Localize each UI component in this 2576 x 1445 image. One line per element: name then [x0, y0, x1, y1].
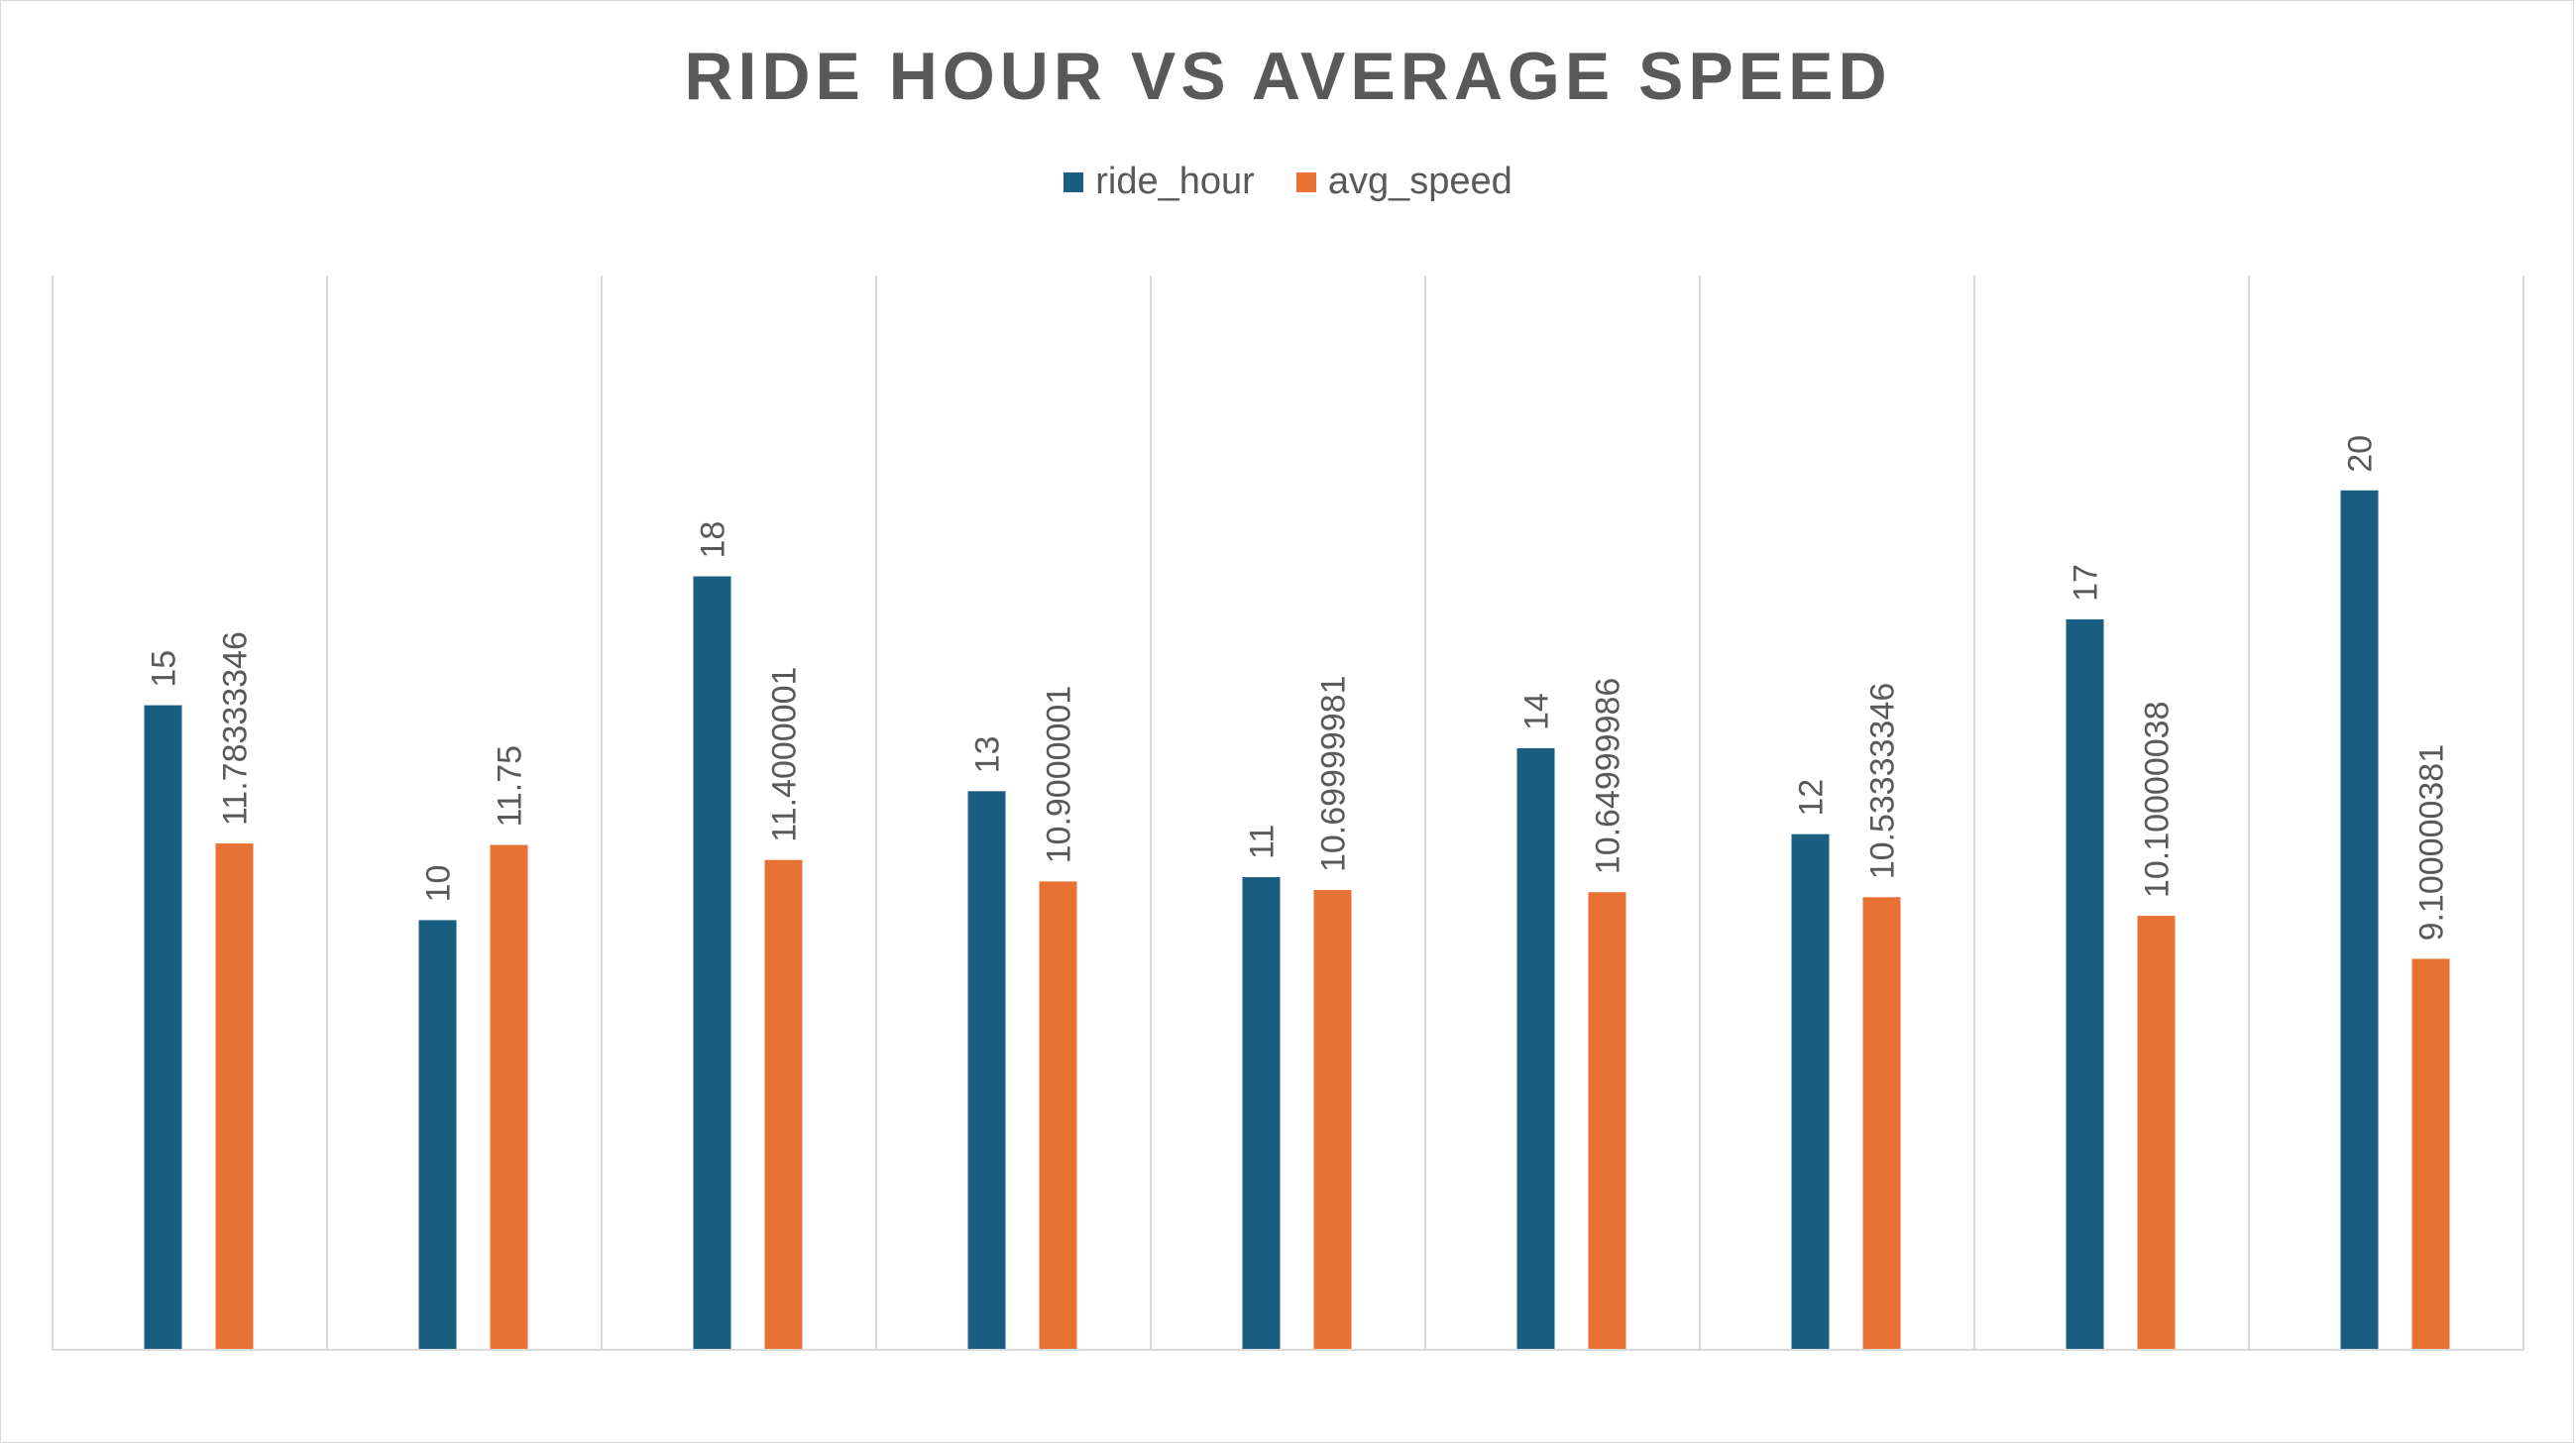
legend-item-ride-hour: ride_hour [1064, 161, 1255, 203]
data-label-ride-hour: 14 [1518, 693, 1556, 730]
data-label-avg-speed: 11.78333346 [217, 631, 255, 826]
bar-ride-hour [1516, 747, 1555, 1350]
data-label-ride-hour: 15 [146, 650, 183, 688]
data-label-ride-hour: 11 [1244, 825, 1282, 859]
bar-avg-speed [2137, 916, 2176, 1350]
data-label-ride-hour: 20 [2342, 435, 2380, 473]
data-label-ride-hour: 12 [1793, 779, 1831, 817]
chart-legend: ride_hour avg_speed [0, 161, 2576, 203]
bar-ride-hour [144, 705, 182, 1350]
bar-avg-speed [490, 844, 528, 1350]
legend-item-avg-speed: avg_speed [1295, 161, 1512, 203]
data-label-ride-hour: 18 [695, 521, 732, 559]
bar-avg-speed [215, 843, 254, 1350]
data-label-avg-speed: 10.10000038 [2139, 702, 2177, 899]
data-label-avg-speed: 10.9000001 [1041, 686, 1078, 864]
bar-ride-hour [693, 576, 731, 1350]
bar-ride-hour [2340, 490, 2379, 1350]
bar-ride-hour [418, 920, 457, 1350]
data-label-ride-hour: 13 [969, 735, 1007, 773]
bar-avg-speed [1313, 890, 1352, 1350]
bar-avg-speed [1039, 881, 1077, 1350]
data-label-avg-speed: 11.4000001 [766, 667, 804, 842]
bar-avg-speed [1862, 897, 1901, 1350]
data-label-avg-speed: 10.69999981 [1315, 676, 1353, 873]
legend-swatch-ride-hour [1064, 171, 1084, 192]
data-label-ride-hour: 10 [420, 865, 458, 903]
bar-ride-hour [967, 791, 1006, 1350]
bar-ride-hour [2066, 618, 2104, 1350]
legend-label-avg-speed: avg_speed [1327, 161, 1512, 202]
bar-ride-hour [1791, 834, 1830, 1350]
legend-label-ride-hour: ride_hour [1095, 161, 1255, 202]
chart-title: RIDE HOUR VS AVERAGE SPEED [684, 39, 1892, 114]
bar-avg-speed [1588, 892, 1626, 1350]
data-label-ride-hour: 17 [2068, 564, 2105, 602]
legend-swatch-avg-speed [1295, 171, 1316, 192]
data-label-avg-speed: 9.100000381 [2413, 744, 2451, 942]
bar-avg-speed [764, 859, 803, 1350]
bar-avg-speed [2411, 958, 2450, 1350]
data-label-avg-speed: 10.64999986 [1590, 678, 1627, 875]
data-label-avg-speed: 11.75 [492, 745, 529, 828]
data-label-avg-speed: 10.53333346 [1864, 683, 1902, 880]
bar-ride-hour [1242, 877, 1281, 1350]
